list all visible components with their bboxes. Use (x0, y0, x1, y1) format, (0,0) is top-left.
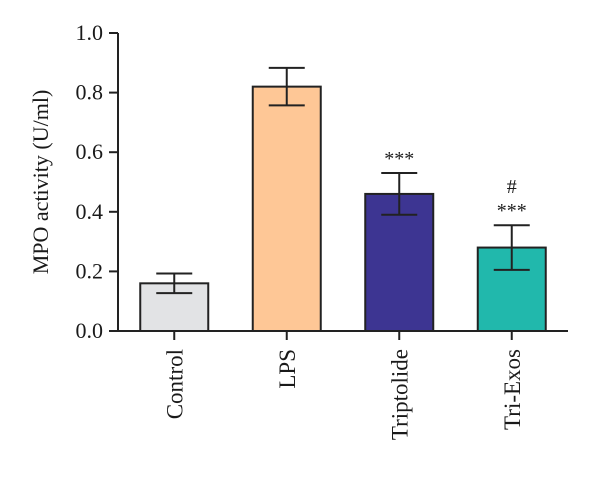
annotations-layer: ******# (384, 148, 527, 222)
x-tick-label: Triptolide (387, 349, 412, 440)
y-tick-label: 0.4 (76, 199, 104, 224)
bar (364, 192, 435, 332)
x-tick-label: Control (162, 349, 187, 419)
y-tick-label: 0.6 (76, 139, 104, 164)
bars-layer (139, 85, 547, 333)
x-tick-label: LPS (275, 349, 300, 389)
y-tick-label: 0.2 (76, 258, 104, 283)
x-tick-label: Tri-Exos (500, 349, 525, 430)
significance-marker: # (507, 176, 517, 198)
significance-marker: *** (497, 200, 527, 222)
bar (251, 85, 322, 332)
y-tick-label: 1.0 (76, 20, 104, 45)
significance-marker: *** (384, 148, 414, 170)
y-tick-label: 0.8 (76, 80, 104, 105)
y-axis-title: MPO activity (U/ml) (28, 90, 53, 275)
error-bars-layer (156, 66, 530, 295)
y-tick-label: 0.0 (76, 318, 104, 343)
axes-layer: 0.0 0.2 0.4 0.6 0.8 1.0 Control LPS Triptolide Tr… (76, 20, 568, 440)
